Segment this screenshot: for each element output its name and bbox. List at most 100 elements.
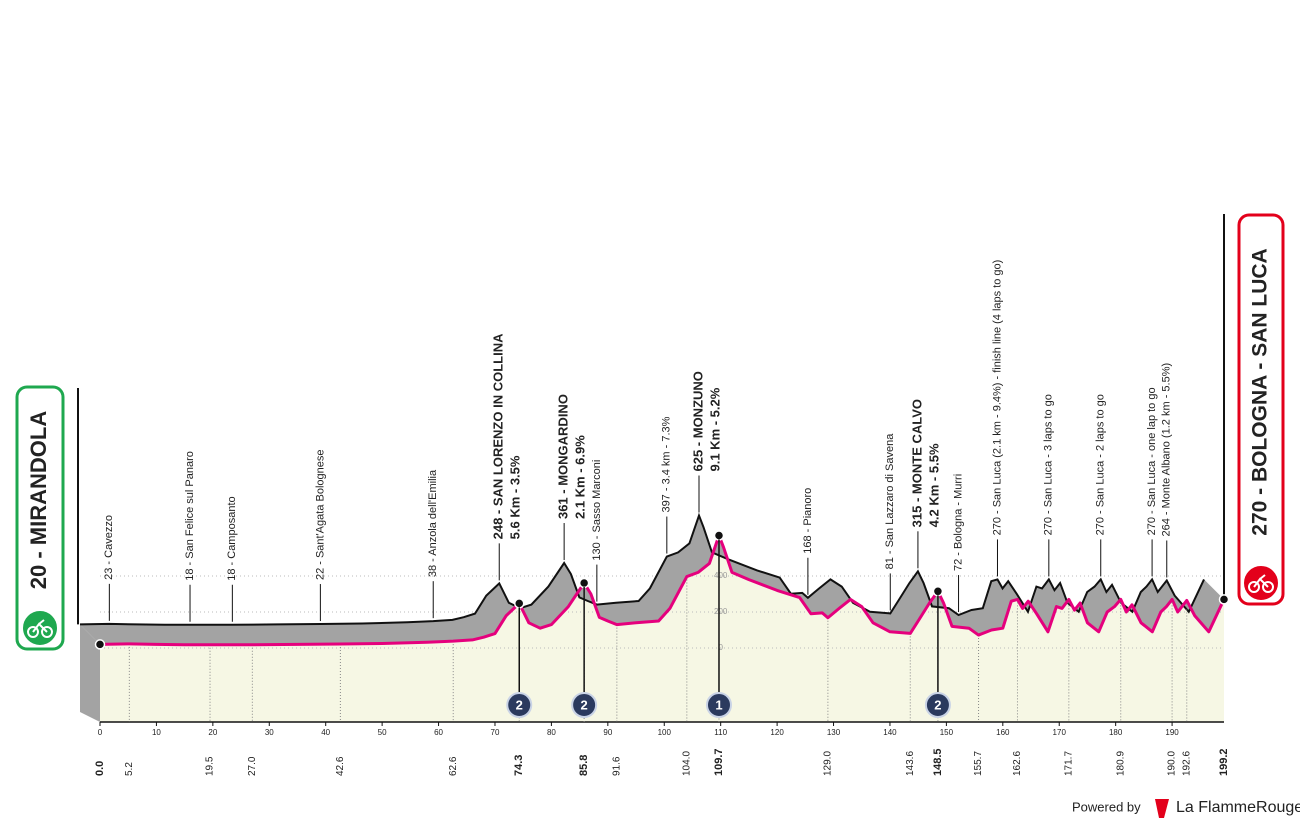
powered-by: Powered by	[1072, 799, 1141, 814]
km-label: 162.6	[1012, 751, 1023, 776]
summit-dot	[932, 586, 944, 597]
finish-sign: 270 - BOLOGNA - SAN LUCA	[1237, 213, 1285, 606]
start-sign: 20 - MIRANDOLA	[15, 385, 65, 651]
waypoint-label: 18 - Camposanto	[226, 496, 238, 580]
footer: Powered by La FlammeRouge	[1072, 799, 1300, 818]
summit-label: 248 - SAN LORENZO IN COLLINA	[491, 333, 506, 539]
x-tick-label: 120	[770, 728, 784, 737]
km-label: 148.5	[932, 748, 944, 776]
waypoint-label: 22 - Sant'Agata Bolognese	[314, 450, 326, 581]
summit-detail: 4.2 Km - 5.5%	[926, 443, 941, 527]
x-tick-label: 110	[714, 728, 727, 737]
summit-detail: 5.6 Km - 3.5%	[508, 455, 523, 539]
x-tick-label: 180	[1109, 728, 1123, 737]
brand: La FlammeRouge	[1176, 799, 1300, 816]
waypoint-label: 168 - Pianoro	[802, 488, 814, 554]
x-tick-label: 100	[658, 728, 672, 737]
waypoint-label: 270 - San Luca (2.1 km - 9.4%) - finish …	[991, 260, 1003, 536]
km-label: 192.6	[1181, 751, 1192, 776]
km-label: 143.6	[905, 751, 916, 776]
summit-dot	[713, 530, 725, 541]
km-label: 199.2	[1218, 748, 1230, 776]
waypoint-label: 270 - San Luca - 3 laps to go	[1043, 394, 1055, 535]
waypoint-label: 270 - San Luca - one lap to go	[1146, 387, 1158, 535]
profile-line	[99, 534, 1226, 647]
kom-badge	[705, 692, 732, 718]
waypoint-label: 270 - San Luca - 2 laps to go	[1095, 394, 1107, 535]
x-tick-label: 160	[996, 728, 1010, 737]
x-tick-label: 170	[1053, 728, 1067, 737]
bike-icon	[21, 609, 59, 647]
km-label: 190.0	[1167, 751, 1178, 776]
summit-detail: 9.1 Km - 5.2%	[707, 387, 722, 471]
waypoint-label: 397 - 3.4 km - 7.3%	[661, 416, 673, 512]
km-label: 91.6	[612, 756, 623, 776]
km-label: 62.6	[448, 756, 459, 776]
waypoint-label: 23 - Cavezzo	[103, 515, 115, 580]
kom-badge	[506, 692, 533, 718]
km-label: 27.0	[247, 756, 258, 776]
km-label: 109.7	[713, 748, 725, 776]
km-label: 5.2	[124, 762, 135, 776]
waypoint-label: 38 - Anzola dell'Emilia	[427, 469, 439, 577]
km-label: 180.9	[1115, 751, 1126, 776]
bike-wheel	[1248, 581, 1260, 593]
profile-edge	[79, 512, 1205, 626]
finish-frame	[1237, 213, 1285, 606]
summit-label: 625 - MONZUNO	[690, 371, 705, 471]
bike-wheel	[1262, 581, 1274, 593]
waypoint-label: 130 - Sasso Marconi	[591, 460, 603, 561]
x-tick-label: 30	[265, 728, 274, 737]
start-frame	[15, 385, 65, 651]
waypoint-label: 81 - San Lazzaro di Savena	[884, 433, 896, 570]
kom-badge	[571, 692, 598, 718]
x-tick-label: 0	[98, 728, 103, 737]
ground-fill	[100, 535, 1224, 722]
y-tick-label: 400	[714, 571, 728, 580]
finish-dot	[1218, 594, 1230, 605]
x-tick-label: 20	[208, 728, 217, 737]
km-label: 0.0	[94, 761, 106, 776]
kom-category: 2	[516, 697, 523, 712]
profile-side	[80, 624, 100, 722]
km-label: 155.7	[973, 751, 984, 776]
bike-frame	[1253, 574, 1269, 588]
x-tick-label: 130	[827, 728, 841, 737]
summit-dot	[578, 577, 590, 589]
km-label: 42.6	[335, 756, 346, 776]
y-tick-label: 200	[714, 607, 728, 616]
waypoint-label: 264 - Monte Albano (1.2 km - 5.5%)	[1161, 363, 1173, 537]
km-label: 129.0	[823, 751, 834, 776]
x-tick-label: 140	[883, 728, 897, 737]
km-label: 19.5	[205, 756, 216, 776]
finish-title: 270 - BOLOGNA - SAN LUCA	[1249, 248, 1272, 535]
x-tick-label: 90	[603, 728, 612, 737]
waypoint-label: 72 - Bologna - Murri	[952, 474, 964, 571]
bike-frame	[32, 619, 48, 633]
kom-badge	[924, 692, 951, 718]
y-tick-label: 0	[718, 643, 723, 652]
start-dot	[94, 639, 106, 650]
km-label: 85.8	[578, 755, 590, 776]
summit-detail: 2.1 Km - 6.9%	[573, 435, 588, 519]
x-tick-label: 40	[321, 728, 330, 737]
kom-category: 2	[581, 697, 588, 712]
x-tick-label: 150	[940, 728, 954, 737]
x-tick-label: 50	[378, 728, 387, 737]
x-tick-label: 10	[152, 728, 161, 737]
x-tick-label: 60	[434, 728, 443, 737]
waypoint-label: 18 - San Felice sul Panaro	[184, 451, 196, 581]
km-label: 104.0	[681, 751, 692, 776]
summit-label: 361 - MONGARDINO	[556, 394, 571, 519]
bike-wheel	[27, 626, 39, 638]
km-label: 74.3	[513, 755, 525, 776]
bike-icon	[1242, 564, 1280, 602]
km-label: 171.7	[1063, 751, 1074, 776]
brand-logo	[1155, 799, 1169, 818]
profile: 0 200 400	[79, 512, 1226, 722]
summit-dot	[513, 598, 525, 609]
kom-category: 1	[715, 697, 722, 712]
x-tick-label: 70	[491, 728, 500, 737]
bike-wheel	[41, 626, 53, 638]
start-title: 20 - MIRANDOLA	[26, 411, 51, 590]
